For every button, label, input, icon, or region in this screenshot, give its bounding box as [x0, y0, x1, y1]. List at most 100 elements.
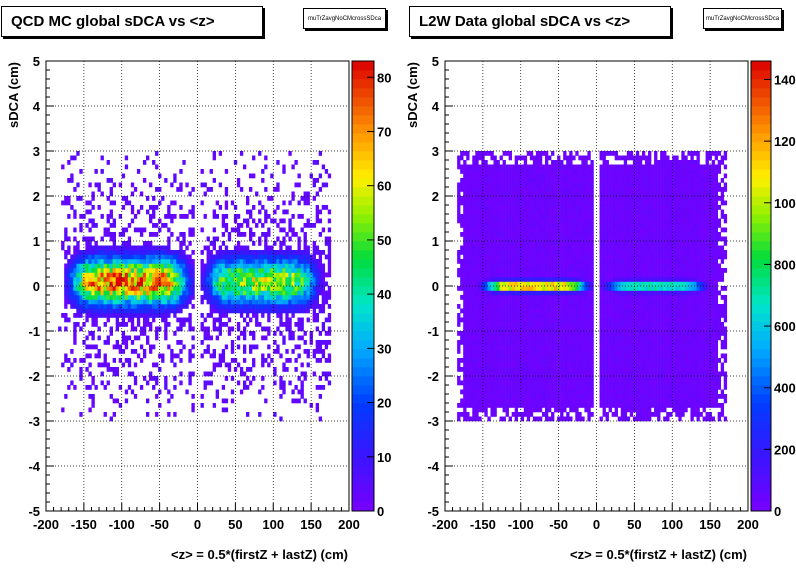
heatmap-cell: [282, 218, 286, 224]
heatmap-cell: [538, 241, 543, 246]
heatmap-cell: [484, 362, 488, 368]
heatmap-cell: [544, 290, 549, 296]
heatmap-cell: [127, 308, 132, 314]
heatmap-cell: [100, 191, 104, 197]
heatmap-cell: [487, 227, 491, 233]
heatmap-cell: [106, 245, 110, 251]
heatmap-cell: [581, 344, 585, 350]
heatmap-cell: [578, 371, 582, 377]
heatmap-cell: [575, 205, 579, 210]
heatmap-cell: [64, 277, 68, 282]
heatmap-cell: [264, 268, 268, 273]
heatmap-cell: [212, 281, 216, 287]
heatmap-cell: [133, 286, 138, 291]
heatmap-cell: [557, 349, 561, 354]
heatmap-cell: [230, 358, 235, 363]
heatmap-cell: [535, 295, 540, 300]
heatmap-cell: [538, 259, 543, 264]
heatmap-cell: [541, 259, 546, 264]
heatmap-cell: [279, 385, 283, 390]
heatmap-cell: [176, 281, 180, 287]
heatmap-cell: [517, 362, 522, 368]
heatmap-cell: [544, 151, 549, 156]
heatmap-cell: [587, 209, 591, 215]
color-bar-segment: [352, 385, 374, 395]
heatmap-cell: [85, 272, 89, 278]
heatmap-cell: [182, 304, 186, 309]
heatmap-cell: [200, 286, 204, 291]
heatmap-cell: [514, 398, 519, 404]
heatmap-cell: [252, 155, 256, 161]
heatmap-cell: [487, 403, 491, 408]
heatmap-cell: [548, 272, 552, 278]
heatmap-cell: [572, 367, 576, 372]
heatmap-cell: [599, 380, 603, 386]
heatmap-cell: [149, 272, 153, 278]
heatmap-cell: [227, 236, 232, 242]
heatmap-cell: [167, 308, 171, 314]
heatmap-cell: [472, 326, 476, 332]
heatmap-cell: [294, 286, 298, 291]
heatmap-cell: [590, 376, 594, 381]
heatmap-cell: [548, 214, 552, 219]
heatmap-cell: [572, 358, 576, 363]
heatmap-cell: [572, 232, 576, 237]
heatmap-cell: [176, 295, 180, 300]
heatmap-cell: [185, 317, 189, 323]
heatmap-cell: [544, 326, 549, 332]
heatmap-cell: [218, 299, 223, 305]
heatmap-cell: [127, 272, 132, 278]
heatmap-cell: [121, 196, 126, 201]
heatmap-cell: [170, 200, 174, 206]
heatmap-cell: [133, 349, 138, 354]
heatmap-cell: [173, 299, 177, 305]
heatmap-cell: [167, 205, 171, 210]
heatmap-cell: [294, 254, 298, 260]
heatmap-cell: [575, 245, 579, 251]
heatmap-cell: [599, 200, 603, 206]
heatmap-cell: [463, 335, 467, 341]
heatmap-cell: [203, 214, 207, 219]
heatmap-cell: [578, 340, 582, 345]
heatmap-cell: [499, 349, 503, 354]
heatmap-cell: [602, 412, 606, 417]
heatmap-cell: [472, 187, 476, 192]
heatmap-cell: [158, 295, 162, 300]
heatmap-cell: [496, 205, 500, 210]
heatmap-cell: [523, 317, 528, 323]
heatmap-cell: [584, 398, 588, 404]
heatmap-cell: [475, 173, 479, 179]
heatmap-cell: [306, 304, 310, 309]
heatmap-cell: [560, 196, 564, 201]
heatmap-cell: [252, 299, 256, 305]
heatmap-cell: [327, 209, 332, 215]
heatmap-cell: [103, 250, 107, 255]
heatmap-cell: [505, 322, 509, 327]
heatmap-cell: [255, 281, 259, 287]
heatmap-cell: [85, 295, 89, 300]
heatmap-cell: [288, 335, 292, 341]
heatmap-cell: [499, 376, 503, 381]
heatmap-cell: [548, 286, 552, 291]
heatmap-cell: [526, 214, 531, 219]
heatmap-cell: [578, 412, 582, 417]
heatmap-cell: [106, 317, 110, 323]
heatmap-cell: [499, 218, 503, 224]
heatmap-cell: [79, 169, 83, 174]
heatmap-cell: [520, 259, 525, 264]
heatmap-cell: [523, 308, 528, 314]
heatmap-cell: [541, 353, 546, 359]
heatmap-cell: [475, 223, 479, 228]
heatmap-cell: [118, 290, 123, 296]
heatmap-cell: [532, 169, 537, 174]
heatmap-cell: [548, 389, 552, 395]
heatmap-cell: [566, 209, 570, 215]
heatmap-cell: [523, 164, 528, 170]
heatmap-cell: [130, 304, 135, 309]
heatmap-cell: [306, 245, 310, 251]
heatmap-cell: [70, 299, 74, 305]
heatmap-cell: [541, 241, 546, 246]
heatmap-cell: [520, 416, 525, 422]
heatmap-cell: [590, 394, 594, 399]
heatmap-cell: [255, 299, 259, 305]
